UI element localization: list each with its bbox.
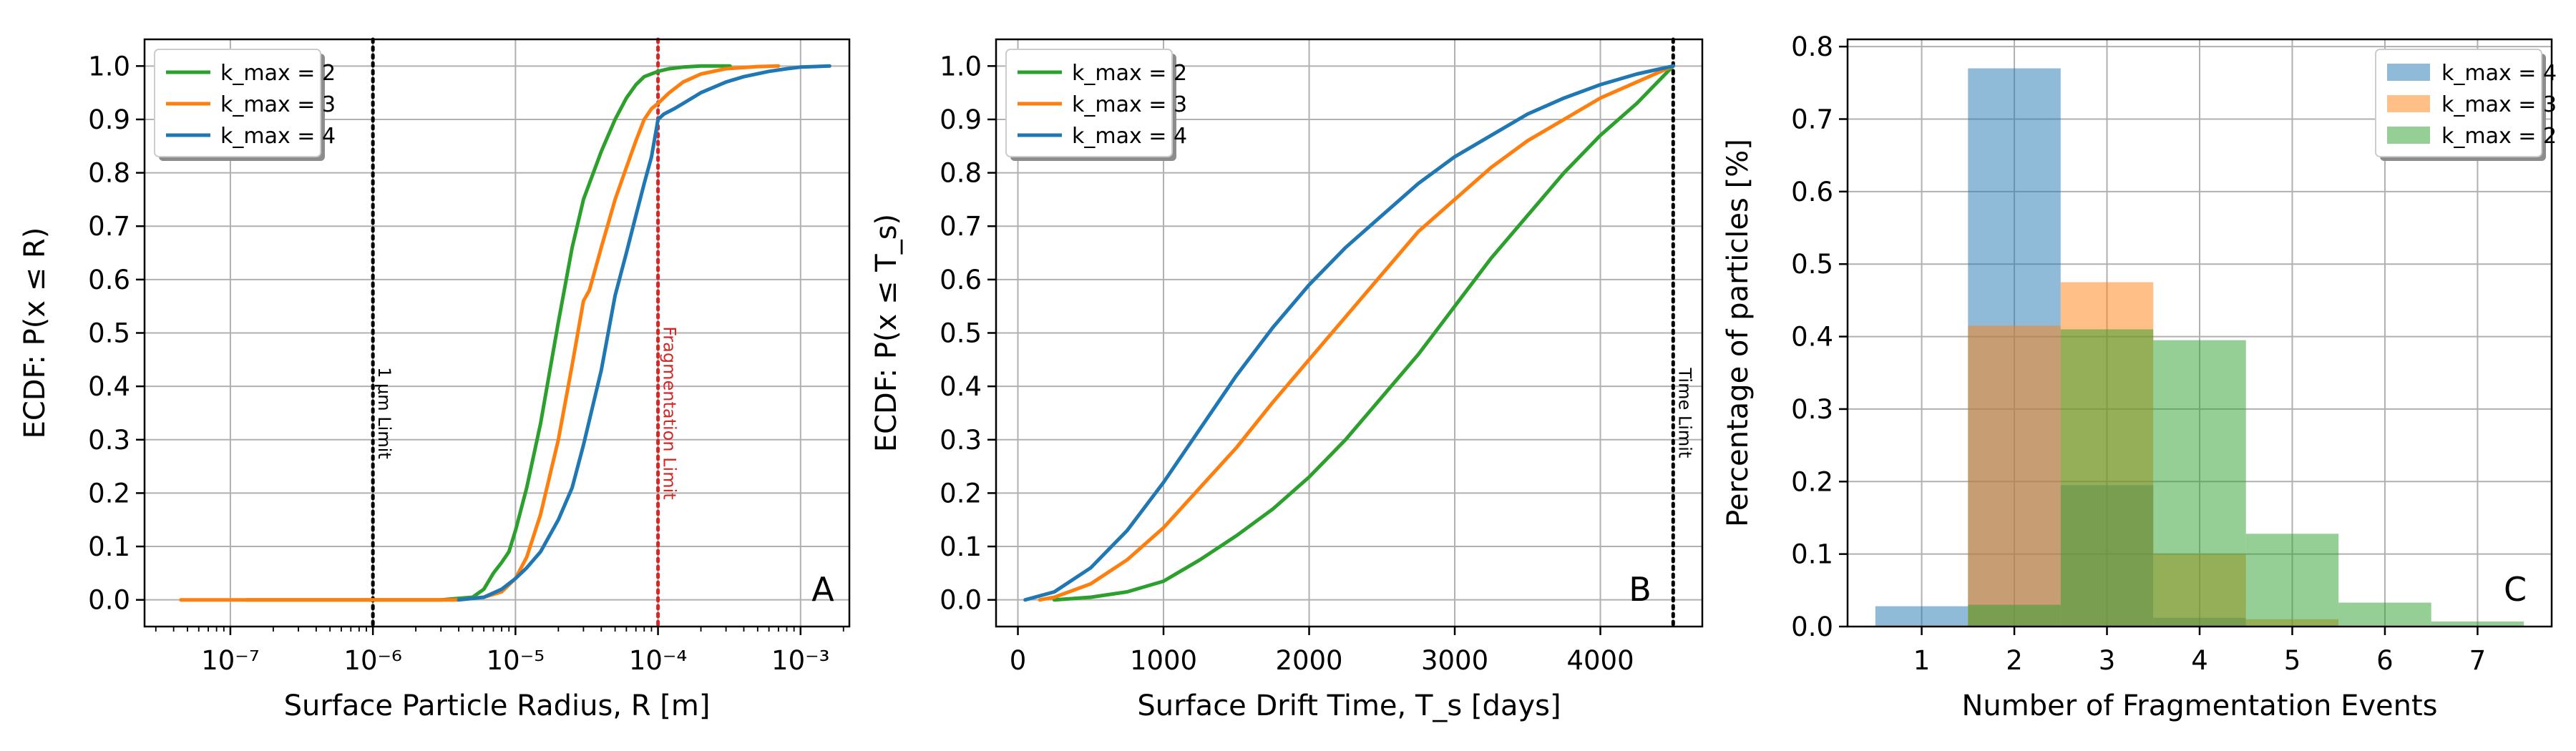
x-tick-label: 1000	[1130, 645, 1197, 676]
y-tick-label: 0.7	[88, 211, 130, 242]
y-tick-label: 0.2	[940, 478, 982, 509]
y-tick-label: 0.3	[88, 425, 130, 456]
series-line	[1052, 64, 1675, 602]
x-tick-label: 6	[2376, 645, 2394, 676]
reference-line-label: Fragmentation Limit	[660, 326, 680, 499]
y-tick-label: 0.2	[88, 478, 130, 509]
y-axis-label: ECDF: P(x ≤ R)	[19, 227, 52, 439]
y-tick-label: 0.1	[1791, 539, 1833, 570]
x-tick-label: 4000	[1566, 645, 1634, 676]
y-tick-label: 0.7	[940, 211, 982, 242]
series-line	[245, 64, 732, 602]
y-tick-label: 0.9	[940, 104, 982, 135]
y-tick-label: 0.3	[940, 425, 982, 456]
x-tick-label: 0	[1010, 645, 1027, 676]
x-tick-label: 2	[2006, 645, 2023, 676]
x-tick-label: 2000	[1275, 645, 1342, 676]
y-tick-label: 0.5	[1791, 249, 1833, 280]
legend: k_max = 2 k_max = 3 k_max = 4	[154, 49, 336, 161]
legend-swatch	[2387, 127, 2430, 144]
y-tick-label: 0.1	[940, 531, 982, 562]
x-tick-label: 3	[2099, 645, 2116, 676]
legend-swatch	[2387, 95, 2430, 112]
x-tick-label: 10⁻⁷	[201, 645, 259, 676]
bar	[2153, 340, 2246, 627]
x-tick-label: 10⁻⁶	[343, 645, 401, 676]
series-line	[457, 64, 831, 602]
legend-label: k_max = 4	[2441, 61, 2557, 86]
x-axis-label: Surface Drift Time, T_s [days]	[1137, 689, 1561, 722]
legend-label: k_max = 4	[220, 124, 336, 149]
panel-letter: A	[811, 570, 834, 609]
legend-swatch	[2387, 64, 2430, 81]
panel-letter: C	[2504, 570, 2527, 609]
legend-label: k_max = 4	[1072, 124, 1187, 149]
y-tick-label: 0.8	[940, 158, 982, 189]
y-tick-label: 0.6	[940, 265, 982, 295]
bar	[2338, 602, 2431, 627]
y-tick-label: 0.9	[88, 104, 130, 135]
bar	[1968, 325, 2061, 627]
y-tick-label: 0.5	[88, 318, 130, 349]
panel-letter: B	[1629, 570, 1652, 609]
bar	[2245, 534, 2339, 627]
x-tick-label: 3000	[1421, 645, 1488, 676]
x-tick-label: 5	[2284, 645, 2301, 676]
y-tick-label: 0.4	[940, 371, 982, 402]
legend-label: k_max = 2	[220, 61, 336, 86]
legend-label: k_max = 2	[1072, 61, 1187, 86]
x-axis-label: Number of Fragmentation Events	[1962, 689, 2438, 722]
y-axis-label: ECDF: P(x ≤ T_s)	[870, 214, 903, 452]
reference-line-label: 1 μm Limit	[374, 367, 394, 459]
x-tick-label: 10⁻³	[771, 645, 829, 676]
series-line	[1023, 64, 1675, 602]
y-tick-label: 0.3	[1791, 394, 1833, 425]
y-tick-label: 0.0	[1791, 612, 1833, 642]
legend-label: k_max = 2	[2441, 124, 2557, 149]
legend-box	[1005, 49, 1173, 157]
legend: k_max = 4 k_max = 3 k_max = 2	[2375, 49, 2557, 161]
y-tick-label: 0.4	[88, 371, 130, 402]
x-axis-label: Surface Particle Radius, R [m]	[284, 689, 711, 722]
x-tick-label: 10⁻⁵	[487, 645, 545, 676]
legend-label: k_max = 3	[2441, 92, 2557, 117]
legend-label: k_max = 3	[220, 92, 336, 117]
y-tick-label: 0.0	[88, 585, 130, 616]
panel-c: 0.0 0.1 0.2 0.3 0.4 0.5 0.6 0.7 0.8 1 2 3 4 5 6 7 Number…	[1722, 31, 2557, 722]
reference-line-label: Time Limit	[1674, 368, 1694, 458]
y-tick-label: 0.6	[88, 265, 130, 295]
legend: k_max = 2 k_max = 3 k_max = 4	[1005, 49, 1187, 161]
bar	[1875, 606, 1968, 627]
y-tick-label: 0.1	[88, 531, 130, 562]
y-tick-label: 0.5	[940, 318, 982, 349]
panel-a: 1 μm Limit Fragmentation Limit 0.0 0.1 0.2 0.…	[19, 37, 851, 722]
legend-box	[154, 49, 321, 157]
x-tick-label: 1	[1913, 645, 1931, 676]
y-tick-label: 0.0	[940, 585, 982, 616]
y-tick-label: 0.6	[1791, 177, 1833, 207]
x-tick-label: 10⁻⁴	[629, 645, 687, 676]
bar	[2431, 621, 2524, 627]
y-axis-label: Percentage of particles [%]	[1722, 139, 1755, 527]
y-tick-label: 0.4	[1791, 322, 1833, 353]
y-tick-label: 1.0	[940, 51, 982, 82]
y-tick-label: 0.2	[1791, 466, 1833, 497]
series-line	[1038, 64, 1675, 602]
legend-label: k_max = 3	[1072, 92, 1187, 117]
y-tick-label: 0.8	[1791, 31, 1833, 62]
bar	[2060, 329, 2154, 627]
bar	[1968, 604, 2061, 627]
x-tick-label: 4	[2191, 645, 2208, 676]
y-tick-label: 0.7	[1791, 104, 1833, 134]
x-tick-label: 7	[2469, 645, 2487, 676]
y-tick-label: 0.8	[88, 158, 130, 189]
y-tick-label: 1.0	[88, 51, 130, 82]
panel-b: Time Limit 0.0 0.1 0.2 0.3 0.4 0.5 0.6 0.7 0.8 0.9…	[870, 37, 1704, 722]
